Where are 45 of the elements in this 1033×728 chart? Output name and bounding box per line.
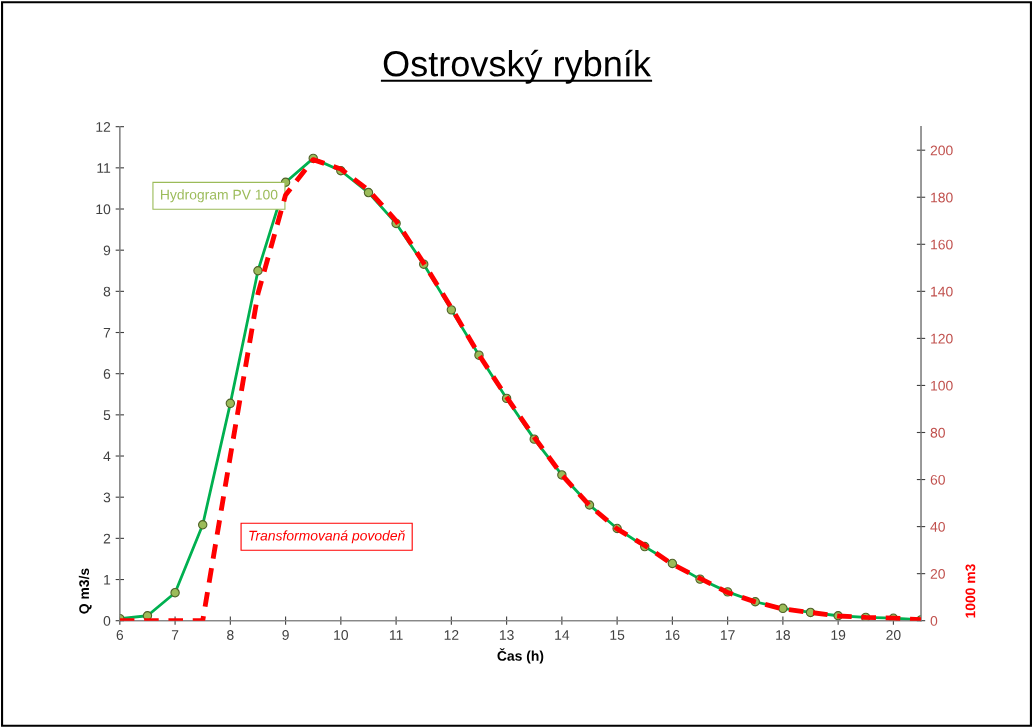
x-tick-label: 6 xyxy=(116,630,124,640)
series-label: Hydrogram PV 100 xyxy=(161,189,278,203)
y-tick-label: 9 xyxy=(103,245,111,256)
y-tick-label: 8 xyxy=(103,286,111,297)
y-tick-label: 4 xyxy=(103,451,111,462)
y2-tick-label: 20 xyxy=(930,568,945,579)
y-tick-label: 10 xyxy=(96,204,111,215)
y-tick-label: 1 xyxy=(104,575,111,585)
y2-tick-label: 180 xyxy=(931,192,953,203)
y2-tick-label: 80 xyxy=(930,427,945,438)
y-tick-label: 7 xyxy=(103,327,111,338)
y-tick-label: 12 xyxy=(96,122,111,132)
x-tick-label: 16 xyxy=(665,630,680,640)
x-tick-label: 11 xyxy=(389,630,403,640)
y-axis-title: Q m3/s xyxy=(78,568,92,614)
y2-tick-label: 40 xyxy=(930,521,945,532)
x-tick-label: 18 xyxy=(776,630,791,640)
y2-tick-label: 60 xyxy=(930,474,945,485)
x-tick-label: 7 xyxy=(171,630,179,640)
chart-title: Ostrovský rybník xyxy=(383,49,651,84)
y-tick-label: 0 xyxy=(103,616,111,626)
x-tick-label: 9 xyxy=(282,630,289,640)
x-tick-label: 12 xyxy=(444,630,459,640)
y2-tick-label: 140 xyxy=(931,286,953,297)
x-axis-title: Čas (h) xyxy=(497,648,544,664)
x-tick-label: 15 xyxy=(610,630,625,640)
y2-tick-label: 120 xyxy=(931,333,953,344)
y2-tick-label: 0 xyxy=(930,616,938,626)
y2-tick-label: 200 xyxy=(930,145,953,156)
y2-tick-label: 100 xyxy=(931,380,953,391)
x-tick-label: 17 xyxy=(720,630,735,640)
x-tick-label: 19 xyxy=(831,630,846,640)
x-tick-label: 8 xyxy=(227,630,234,640)
x-tick-label: 13 xyxy=(499,630,514,640)
x-tick-label: 10 xyxy=(334,630,349,640)
x-tick-label: 14 xyxy=(555,630,570,640)
y-tick-label: 11 xyxy=(97,163,111,173)
y2-tick-label: 160 xyxy=(931,239,953,250)
y-tick-label: 5 xyxy=(103,410,111,421)
y-tick-label: 3 xyxy=(103,492,111,503)
y2-axis-title: 1000 m3 xyxy=(965,564,976,618)
y-tick-label: 6 xyxy=(103,369,111,379)
x-tick-label: 20 xyxy=(886,630,901,640)
y-tick-label: 2 xyxy=(103,533,111,544)
text: Transformovaná povodeň xyxy=(249,530,405,544)
